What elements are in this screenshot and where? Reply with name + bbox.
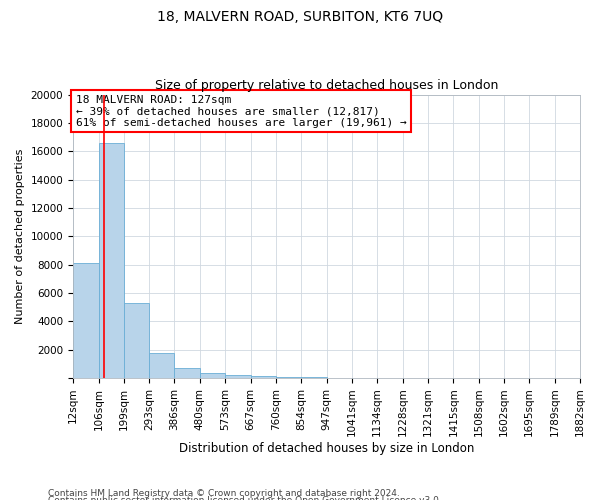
X-axis label: Distribution of detached houses by size in London: Distribution of detached houses by size … [179, 442, 474, 455]
Bar [149, 353, 175, 378]
Text: Contains HM Land Registry data © Crown copyright and database right 2024.: Contains HM Land Registry data © Crown c… [48, 488, 400, 498]
Bar [225, 375, 251, 378]
Bar [276, 376, 301, 378]
Title: Size of property relative to detached houses in London: Size of property relative to detached ho… [155, 79, 498, 92]
Text: 18, MALVERN ROAD, SURBITON, KT6 7UQ: 18, MALVERN ROAD, SURBITON, KT6 7UQ [157, 10, 443, 24]
Bar [200, 373, 225, 378]
Bar [73, 263, 98, 378]
Bar [124, 303, 149, 378]
Text: 18 MALVERN ROAD: 127sqm
← 39% of detached houses are smaller (12,817)
61% of sem: 18 MALVERN ROAD: 127sqm ← 39% of detache… [76, 94, 406, 128]
Bar [251, 376, 276, 378]
Bar [175, 368, 200, 378]
Bar [98, 142, 124, 378]
Y-axis label: Number of detached properties: Number of detached properties [15, 148, 25, 324]
Bar [301, 377, 326, 378]
Text: Contains public sector information licensed under the Open Government Licence v3: Contains public sector information licen… [48, 496, 442, 500]
